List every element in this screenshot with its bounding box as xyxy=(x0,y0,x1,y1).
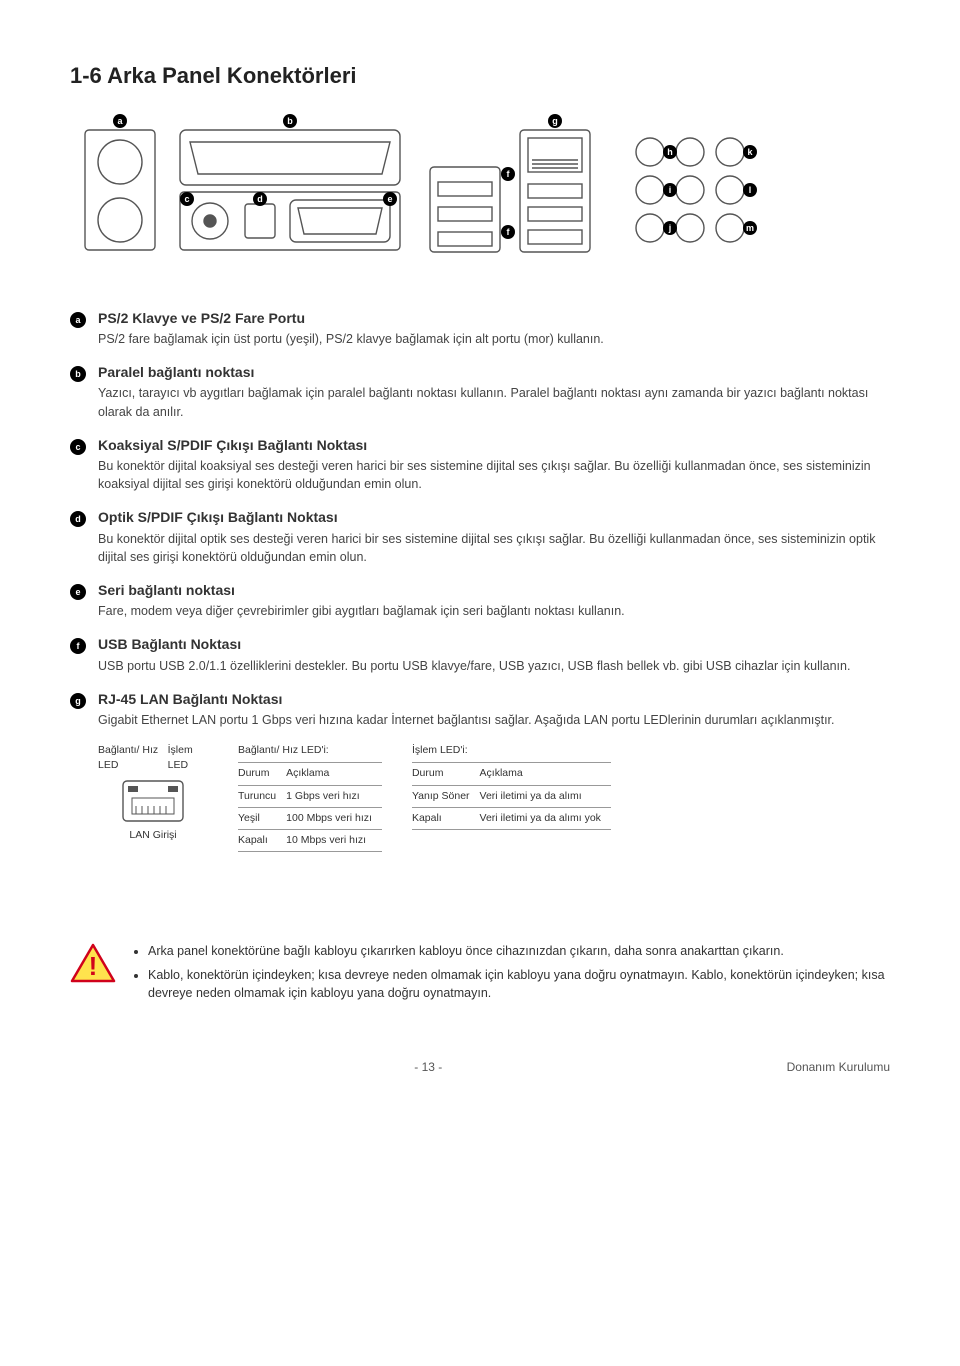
svg-text:b: b xyxy=(287,116,293,126)
activity-table: İşlem LED'i: DurumAçıklamaYanıp SönerVer… xyxy=(412,743,611,852)
section-bullet: e xyxy=(70,584,86,600)
svg-text:!: ! xyxy=(89,951,98,981)
section-title: PS/2 Klavye ve PS/2 Fare Portu xyxy=(98,308,305,328)
svg-text:g: g xyxy=(552,116,558,126)
table-row: Turuncu1 Gbps veri hızı xyxy=(238,785,382,807)
section-title: Optik S/PDIF Çıkışı Bağlantı Noktası xyxy=(98,507,338,527)
section-b: b Paralel bağlantı noktasıYazıcı, tarayıc… xyxy=(70,362,890,421)
section-title: Seri bağlantı noktası xyxy=(98,580,235,600)
section-d: d Optik S/PDIF Çıkışı Bağlantı Noktası Bu … xyxy=(70,507,890,566)
led-block: Bağlantı/ Hız LED İşlem LED LAN Girişi B… xyxy=(98,743,890,852)
section-title: Paralel bağlantı noktası xyxy=(98,362,254,382)
table-header: Durum xyxy=(412,763,480,785)
warning-box: ! Arka panel konektörüne bağlı kabloyu ç… xyxy=(70,942,890,1008)
act-led-label: İşlem LED xyxy=(168,743,208,773)
svg-text:i: i xyxy=(669,185,672,195)
section-e: e Seri bağlantı noktası Fare, modem veya d… xyxy=(70,580,890,620)
section-f: f USB Bağlantı Noktası USB portu USB 2.0/1… xyxy=(70,634,890,674)
lan-port-figure: Bağlantı/ Hız LED İşlem LED LAN Girişi xyxy=(98,743,208,843)
section-c: c Koaksiyal S/PDIF Çıkışı Bağlantı Noktas… xyxy=(70,435,890,494)
lan-caption: LAN Girişi xyxy=(98,828,208,843)
svg-text:h: h xyxy=(667,147,673,157)
svg-text:c: c xyxy=(184,194,189,204)
section-bullet: c xyxy=(70,439,86,455)
section-body: Fare, modem veya diğer çevrebirimler gib… xyxy=(98,602,890,620)
section-title: RJ-45 LAN Bağlantı Noktası xyxy=(98,689,282,709)
warning-icon: ! xyxy=(70,942,116,984)
section-body: Gigabit Ethernet LAN portu 1 Gbps veri h… xyxy=(98,711,890,729)
lan-port-icon xyxy=(118,776,188,826)
table-row: Yanıp SönerVeri iletimi ya da alımı xyxy=(412,785,611,807)
section-body: Bu konektör dijital optik ses desteği ve… xyxy=(98,530,890,566)
section-a: a PS/2 Klavye ve PS/2 Fare Portu PS/2 fare… xyxy=(70,308,890,348)
warning-item: Kablo, konektörün içindeyken; kısa devre… xyxy=(148,966,890,1002)
act-table-title: İşlem LED'i: xyxy=(412,743,611,758)
warning-list: Arka panel konektörüne bağlı kabloyu çık… xyxy=(132,942,890,1008)
panel-svg: a b c d e f f g h i j k l m xyxy=(70,112,790,272)
section-body: Bu konektör dijital koaksiyal ses desteğ… xyxy=(98,457,890,493)
section-bullet: f xyxy=(70,638,86,654)
table-header: Durum xyxy=(238,763,286,785)
svg-text:j: j xyxy=(668,223,672,233)
section-bullet: b xyxy=(70,366,86,382)
svg-text:d: d xyxy=(257,194,263,204)
warning-item: Arka panel konektörüne bağlı kabloyu çık… xyxy=(148,942,890,960)
back-panel-diagram: a b c d e f f g h i j k l m xyxy=(70,112,890,278)
section-g: g RJ-45 LAN Bağlantı Noktası Gigabit Ether… xyxy=(70,689,890,729)
link-table-title: Bağlantı/ Hız LED'i: xyxy=(238,743,382,758)
page-number: - 13 - xyxy=(70,1059,787,1076)
section-bullet: d xyxy=(70,511,86,527)
section-title: USB Bağlantı Noktası xyxy=(98,634,241,654)
svg-text:l: l xyxy=(749,185,752,195)
footer-section: Donanım Kurulumu xyxy=(787,1059,890,1076)
link-speed-table: Bağlantı/ Hız LED'i: DurumAçıklamaTurunc… xyxy=(238,743,382,852)
section-bullet: a xyxy=(70,312,86,328)
table-header: Açıklama xyxy=(286,763,382,785)
section-bullet: g xyxy=(70,693,86,709)
table-row: KapalıVeri iletimi ya da alımı yok xyxy=(412,807,611,829)
page-footer: - 13 - Donanım Kurulumu xyxy=(70,1059,890,1076)
svg-text:m: m xyxy=(746,223,754,233)
section-body: PS/2 fare bağlamak için üst portu (yeşil… xyxy=(98,330,890,348)
table-row: Kapalı10 Mbps veri hızı xyxy=(238,829,382,851)
table-header: Açıklama xyxy=(480,763,611,785)
section-title: Koaksiyal S/PDIF Çıkışı Bağlantı Noktası xyxy=(98,435,367,455)
table-row: Yeşil100 Mbps veri hızı xyxy=(238,807,382,829)
sections-list: a PS/2 Klavye ve PS/2 Fare Portu PS/2 fare… xyxy=(70,308,890,729)
page-title: 1-6 Arka Panel Konektörleri xyxy=(70,60,890,92)
section-body: USB portu USB 2.0/1.1 özelliklerini dest… xyxy=(98,657,890,675)
link-led-label: Bağlantı/ Hız LED xyxy=(98,743,168,773)
section-body: Yazıcı, tarayıcı vb aygıtları bağlamak i… xyxy=(98,384,890,420)
svg-text:e: e xyxy=(387,194,392,204)
